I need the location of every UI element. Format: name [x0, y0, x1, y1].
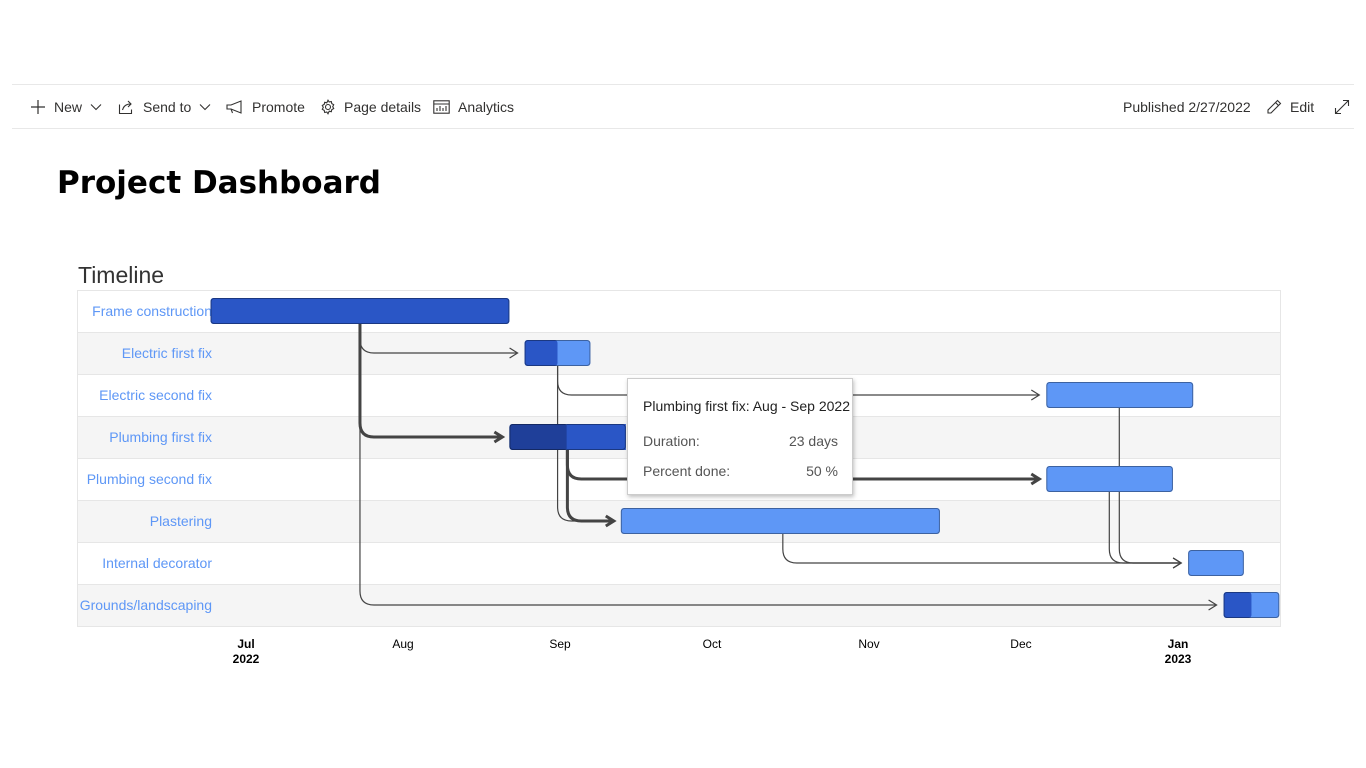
axis-tick-label: Jan [1168, 637, 1189, 651]
task-bar [1046, 466, 1173, 492]
task-bar-outline [210, 298, 510, 324]
task-bar-remaining [566, 424, 626, 450]
task-label: Grounds/landscaping [80, 597, 212, 613]
dependency-arrow [1108, 492, 1181, 564]
task-label: Internal decorator [102, 555, 212, 571]
axis-tick-label: Dec [1010, 637, 1031, 651]
chevron-down-icon [90, 103, 102, 111]
task-bar-outline [620, 508, 940, 534]
axis-tick-label: Oct [703, 637, 722, 651]
promote-label: Promote [252, 98, 305, 115]
task-label: Electric second fix [99, 387, 212, 403]
task-bar-outline [509, 424, 626, 450]
task-bar [620, 508, 940, 534]
tooltip-title: Plumbing first fix: Aug - Sep 2022 [643, 398, 850, 414]
new-button[interactable]: New [30, 85, 102, 128]
axis-year-label: 2022 [233, 652, 260, 666]
page-details-button[interactable]: Page details [320, 85, 421, 128]
axis-tick-label: Aug [392, 637, 413, 651]
task-label: Frame construction [92, 303, 212, 319]
task-label: Electric first fix [122, 345, 212, 361]
axis-tick-label: Sep [549, 637, 571, 651]
pencil-icon [1266, 99, 1282, 115]
task-bar [1046, 382, 1194, 408]
analytics-label: Analytics [458, 98, 515, 115]
task-tooltip: Plumbing first fix: Aug - Sep 2022 Durat… [627, 378, 853, 495]
dependency-arrow [565, 450, 613, 523]
arrow-head [605, 514, 617, 528]
share-icon [118, 99, 135, 115]
new-label: New [54, 98, 83, 115]
published-status: Published 2/27/2022 [1123, 98, 1251, 115]
expand-icon [1334, 99, 1350, 115]
timeline-title: Timeline [78, 262, 165, 288]
task-bar-progress [210, 298, 510, 324]
task-bar-progress [1223, 592, 1252, 618]
arrow-head [1030, 472, 1043, 486]
promote-button[interactable]: Promote [226, 85, 305, 128]
send-to-label: Send to [143, 98, 192, 115]
task-label: Plumbing second fix [87, 471, 212, 487]
arrow-head [493, 430, 506, 444]
chevron-down-icon [199, 103, 211, 111]
analytics-icon [433, 99, 450, 114]
task-bar-outline [1223, 592, 1280, 618]
axis-tick-label: Nov [858, 637, 879, 651]
task-label: Plumbing first fix [109, 429, 212, 445]
dependency-arrow [359, 324, 1216, 606]
page-title: Project Dashboard [57, 165, 382, 201]
tooltip-percent-label: Percent done: [643, 463, 731, 479]
arrow-head [509, 347, 519, 359]
gear-icon [320, 98, 336, 115]
task-bar-outline [524, 340, 591, 366]
gantt-row [77, 332, 1281, 375]
analytics-button[interactable]: Analytics [433, 85, 514, 128]
dependency-arrow [556, 366, 613, 522]
task-bar-outline [1188, 550, 1244, 576]
edit-button[interactable]: Edit [1266, 85, 1314, 128]
arrow-head [1208, 599, 1218, 611]
dependency-arrow [782, 534, 1181, 564]
tooltip-duration-value: 23 days [788, 433, 838, 449]
page-details-label: Page details [344, 98, 422, 115]
tooltip-duration-label: Duration: [643, 433, 700, 449]
task-label: Plastering [150, 513, 212, 529]
task-bar-progress [509, 424, 568, 450]
axis-tick-label: Jul [237, 637, 254, 651]
arrow-head [1030, 389, 1041, 401]
megaphone-icon [226, 99, 244, 114]
arrow-head [1172, 557, 1183, 569]
task-bar [1188, 550, 1244, 576]
tooltip-percent-value: 50 % [806, 463, 838, 479]
send-to-button[interactable]: Send to [118, 85, 211, 128]
task-bar-outline [1046, 382, 1194, 408]
task-bar-outline [1046, 466, 1173, 492]
edit-label: Edit [1290, 98, 1315, 115]
axis-year-label: 2023 [1165, 652, 1192, 666]
task-bar-progress [524, 340, 558, 366]
plus-icon [30, 99, 46, 115]
expand-button[interactable] [1334, 85, 1350, 128]
command-bar: New Send to Promote Page details Analyti… [12, 84, 1354, 129]
